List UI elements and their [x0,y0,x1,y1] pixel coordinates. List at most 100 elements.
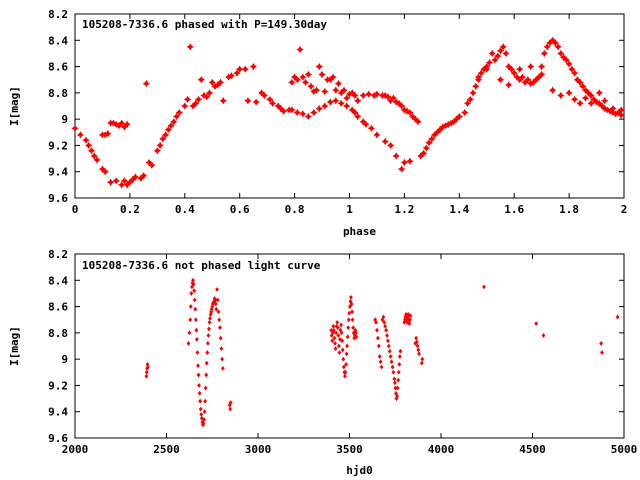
data-point [389,359,394,365]
data-point [362,120,370,128]
data-point [208,78,216,86]
data-point [433,128,441,136]
data-point [381,314,386,320]
x-tick-label: 4500 [519,443,546,456]
data-point [392,98,400,106]
data-point [321,102,329,110]
data-point [352,335,357,341]
data-point [186,340,191,346]
data-point [606,107,614,115]
data-point [315,105,323,113]
data-point [330,338,335,344]
data-point [614,108,623,117]
data-point [579,82,587,90]
data-point [207,319,212,325]
data-point [191,281,196,287]
data-point [414,339,419,345]
x-tick-label: 0.8 [285,203,305,216]
data-point [346,317,351,323]
data-point [353,327,358,333]
data-point [219,97,227,105]
data-point [375,335,380,341]
data-point [378,359,383,365]
data-point [293,76,301,84]
data-point [419,360,424,366]
data-point [204,360,209,366]
x-tick-label: 1 [346,203,353,216]
data-point [205,89,214,97]
data-point [557,91,565,100]
data-point [477,69,485,77]
data-point [393,385,398,391]
y-tick-label: 9.2 [48,379,68,392]
y-tick-label: 8.8 [48,327,68,340]
data-point [332,86,340,94]
y-tick-label: 9 [61,113,68,126]
y-tick-label: 8.4 [48,34,68,47]
data-point [200,91,208,100]
data-point [335,325,340,330]
data-point [510,69,518,77]
data-point [129,176,137,184]
data-point [414,118,422,126]
data-point [170,118,178,126]
data-point [220,365,225,371]
data-point [193,317,198,323]
data-point [145,158,153,167]
data-point [386,338,390,344]
data-point [126,178,134,186]
y-tick-label: 9.6 [48,192,68,205]
data-point [337,99,345,107]
data-point [505,81,513,89]
data-point [472,82,480,90]
data-point [153,147,161,155]
data-point [541,333,546,338]
data-point [452,115,461,123]
data-point [194,95,203,104]
data-point [395,393,399,399]
data-point [551,39,559,47]
data-point [213,301,218,307]
data-point [205,340,210,346]
data-point [225,73,233,81]
data-point [181,102,189,110]
data-point [346,325,351,330]
data-point [414,335,419,341]
data-point [200,419,205,425]
data-point [507,65,516,73]
data-point [367,124,376,132]
data-point [415,343,420,349]
data-point [90,152,98,160]
data-point [406,157,414,165]
data-point [373,131,381,139]
data-point [384,327,389,333]
data-point [196,363,200,369]
data-point [609,105,617,113]
data-point [540,49,548,58]
data-point [403,314,408,320]
data-point [201,421,206,426]
data-point [609,108,617,117]
data-point [576,99,584,107]
data-point [573,76,581,84]
data-point [197,383,201,388]
data-point [554,43,562,51]
data-point [595,89,603,97]
data-point [584,89,592,97]
y-tick-label: 9.2 [48,139,68,152]
data-point [123,181,131,189]
data-point [213,297,218,303]
data-point [209,306,214,312]
data-point [193,306,198,312]
data-point [425,139,433,147]
data-point [277,105,285,113]
data-point [505,62,513,71]
data-point [192,99,200,107]
data-point [195,350,200,355]
data-point [156,141,164,150]
data-point [101,168,109,176]
data-point [543,43,551,51]
data-point [307,82,315,90]
data-point [293,108,301,117]
data-point [266,95,274,104]
